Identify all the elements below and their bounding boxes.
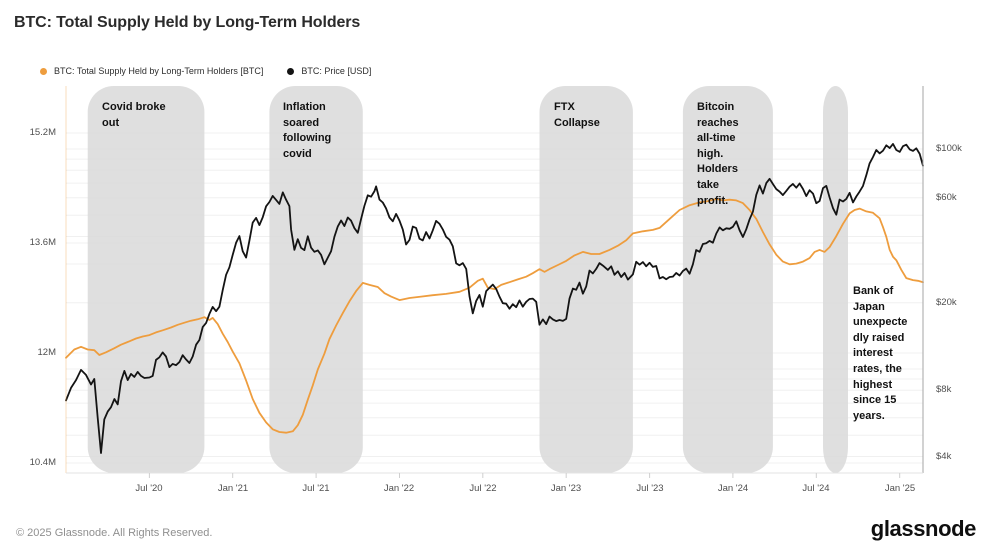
legend-label-lth-supply: BTC: Total Supply Held by Long-Term Hold… [54, 66, 264, 76]
gridlines [66, 132, 923, 464]
annotation-bands [87, 86, 848, 473]
price-line [65, 142, 924, 454]
copyright-text: © 2025 Glassnode. All Rights Reserved. [16, 527, 213, 539]
annotation-band [682, 86, 773, 473]
annotation-band [823, 86, 848, 473]
legend-dot-orange-icon [40, 67, 47, 75]
legend: BTC: Total Supply Held by Long-Term Hold… [40, 66, 371, 76]
page-title: BTC: Total Supply Held by Long-Term Hold… [14, 14, 361, 31]
lth-supply-line [65, 198, 924, 434]
legend-item-price[interactable]: BTC: Price [USD] [287, 66, 371, 76]
annotation-band [539, 86, 633, 473]
annotation-band [87, 86, 205, 473]
legend-item-lth-supply[interactable]: BTC: Total Supply Held by Long-Term Hold… [40, 66, 263, 76]
data-series [65, 142, 924, 454]
annotation-band [269, 86, 363, 473]
axes [65, 86, 924, 478]
legend-label-price: BTC: Price [USD] [301, 66, 372, 76]
legend-dot-black-icon [287, 67, 295, 75]
glassnode-logo: glassnode [870, 516, 977, 541]
